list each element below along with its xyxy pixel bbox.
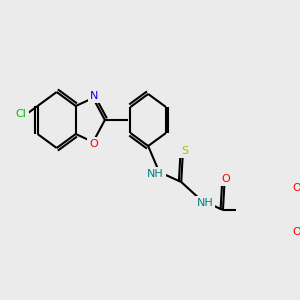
Text: O: O	[221, 174, 230, 184]
Text: O: O	[292, 227, 300, 237]
Text: Cl: Cl	[16, 109, 26, 119]
Text: NH: NH	[196, 198, 213, 208]
Text: NH: NH	[147, 169, 164, 179]
Text: O: O	[89, 139, 98, 149]
Text: O: O	[292, 183, 300, 193]
Text: S: S	[181, 146, 188, 156]
Text: N: N	[90, 91, 98, 101]
